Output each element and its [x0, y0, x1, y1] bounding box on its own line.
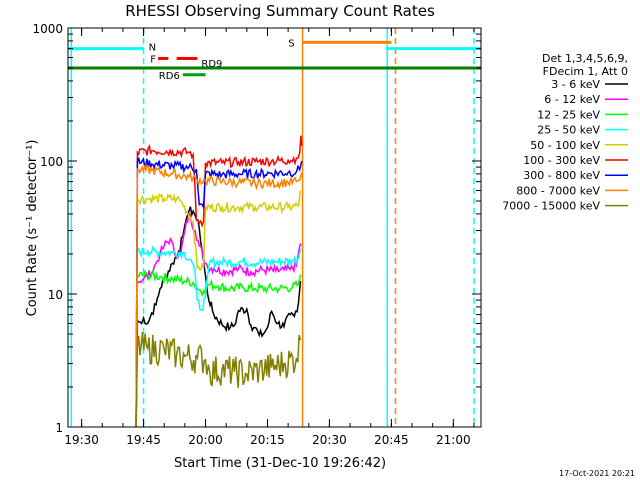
- series-line: [135, 157, 303, 428]
- axes: 19:30 19:45 20:00 20:15 20:30 20:45 21:00 1 10 10…: [32, 22, 481, 447]
- y-tick-label: 10: [48, 288, 63, 302]
- x-tick-label: 20:30: [312, 433, 347, 447]
- series-line: [135, 135, 303, 428]
- x-tick-label: 21:00: [436, 433, 471, 447]
- y-axis-label: Count Rate (s⁻¹ detector⁻¹): [25, 140, 40, 317]
- plot-frame: [67, 27, 482, 428]
- x-tick-label: 20:00: [188, 433, 223, 447]
- legend-label: 50 - 100 keV: [530, 139, 600, 152]
- legend-label: 100 - 300 keV: [523, 154, 600, 167]
- legend-label: 300 - 800 keV: [523, 169, 600, 182]
- x-tick-label: 19:30: [64, 433, 99, 447]
- flag-label: RD6: [159, 71, 180, 82]
- legend-label: 6 - 12 keV: [544, 93, 600, 106]
- flag-label: S: [288, 38, 294, 49]
- flag-label: RD9: [201, 59, 222, 70]
- y-tick-label: 100: [40, 155, 63, 169]
- legend-label: 800 - 7000 keV: [516, 184, 600, 197]
- legend-label: 3 - 6 keV: [551, 78, 600, 91]
- legend-label: 25 - 50 keV: [537, 124, 600, 137]
- x-tick-label: 20:15: [250, 433, 285, 447]
- x-axis-label: Start Time (31-Dec-10 19:26:42): [174, 456, 386, 471]
- series-line: [135, 164, 303, 428]
- series-line: [135, 206, 302, 428]
- y-tick-label: 1: [55, 421, 63, 435]
- x-tick-label: 20:45: [374, 433, 409, 447]
- legend-header: Det 1,3,4,5,6,9,: [542, 52, 628, 65]
- series-line: [135, 190, 302, 428]
- legend-label: 7000 - 15000 keV: [502, 200, 600, 213]
- legend: Det 1,3,4,5,6,9,FDecim 1, Att 03 - 6 keV…: [502, 52, 628, 213]
- footer-timestamp: 17-Oct-2021 20:21: [559, 469, 635, 478]
- y-tick-label: 1000: [32, 22, 63, 36]
- flag-label: F: [150, 54, 156, 65]
- chart-title: RHESSI Observing Summary Count Rates: [125, 2, 435, 20]
- x-tick-label: 19:45: [126, 433, 161, 447]
- series-line: [135, 212, 302, 428]
- series-line: [135, 268, 302, 428]
- series-line: [135, 245, 302, 428]
- flag-label: N: [149, 43, 156, 54]
- legend-label: 12 - 25 keV: [537, 108, 600, 121]
- legend-header: FDecim 1, Att 0: [543, 65, 628, 78]
- series-line: [135, 331, 302, 428]
